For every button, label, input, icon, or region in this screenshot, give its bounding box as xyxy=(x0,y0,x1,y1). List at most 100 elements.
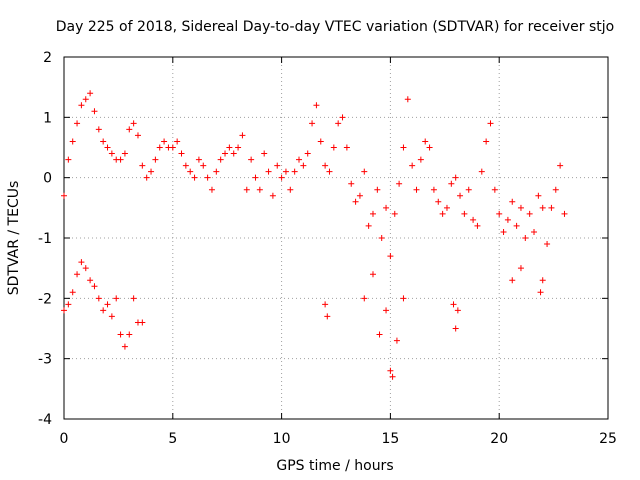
data-point xyxy=(195,156,202,163)
data-point xyxy=(361,295,368,302)
data-point xyxy=(243,186,250,193)
data-point xyxy=(335,120,342,127)
x-tick-labels: 0 5 10 15 20 25 xyxy=(60,431,617,447)
data-point xyxy=(439,210,446,217)
data-point xyxy=(309,120,316,127)
y-axis-label: SDTVAR / TECUs xyxy=(6,181,22,296)
data-point xyxy=(526,210,533,217)
data-point xyxy=(121,150,128,157)
data-point xyxy=(322,162,329,169)
data-point xyxy=(252,174,259,181)
x-tick-label: 15 xyxy=(381,431,399,447)
data-point xyxy=(322,301,329,308)
data-point xyxy=(391,210,398,217)
data-point xyxy=(448,180,455,187)
data-point xyxy=(454,307,461,314)
data-point xyxy=(535,192,542,199)
data-point xyxy=(156,144,163,151)
data-point xyxy=(339,114,346,121)
data-point xyxy=(291,168,298,175)
data-point xyxy=(531,228,538,235)
x-tick-label: 0 xyxy=(60,431,69,447)
data-point xyxy=(378,235,385,241)
data-point xyxy=(230,150,237,157)
data-point xyxy=(222,150,229,157)
data-point xyxy=(324,313,331,320)
data-point xyxy=(100,307,107,314)
data-point xyxy=(130,120,137,127)
data-point xyxy=(300,162,307,169)
data-point xyxy=(561,210,568,217)
data-point xyxy=(182,162,189,169)
data-point xyxy=(348,180,355,187)
data-point xyxy=(426,144,433,151)
data-point xyxy=(139,319,146,326)
data-point xyxy=(235,144,242,151)
data-point xyxy=(65,301,72,308)
data-point xyxy=(287,186,294,193)
data-point xyxy=(208,186,215,193)
data-point xyxy=(383,204,390,211)
data-point xyxy=(61,307,67,314)
data-point xyxy=(396,180,403,187)
data-point xyxy=(496,210,503,217)
data-point xyxy=(343,144,350,151)
data-point xyxy=(443,204,450,211)
data-point xyxy=(69,138,76,145)
data-point xyxy=(248,156,255,163)
data-point xyxy=(82,265,89,272)
data-point xyxy=(517,265,524,272)
y-tick-labels: 2 1 0 -1 -2 -3 -4 xyxy=(38,50,52,428)
data-point xyxy=(256,186,263,193)
data-point xyxy=(400,144,407,151)
data-point xyxy=(117,331,124,338)
data-point xyxy=(217,156,224,163)
data-point xyxy=(313,102,320,109)
data-point xyxy=(269,192,276,199)
data-point xyxy=(465,186,472,193)
data-point xyxy=(74,271,81,278)
data-point xyxy=(326,168,333,175)
x-tick-label: 25 xyxy=(599,431,617,447)
data-point xyxy=(278,174,285,181)
data-point xyxy=(369,210,376,217)
data-point xyxy=(452,325,459,332)
data-point xyxy=(417,156,424,163)
data-point xyxy=(91,108,98,115)
data-point xyxy=(139,162,146,169)
data-point xyxy=(74,120,81,127)
data-point xyxy=(113,295,120,302)
data-point xyxy=(470,216,477,223)
data-point xyxy=(169,144,176,151)
data-point xyxy=(91,283,98,290)
data-point xyxy=(69,289,76,296)
data-point xyxy=(400,295,407,302)
data-point xyxy=(487,120,494,127)
data-point xyxy=(539,277,546,284)
x-tick-label: 5 xyxy=(168,431,177,447)
data-point xyxy=(413,186,420,193)
data-point xyxy=(226,144,233,151)
data-point xyxy=(430,186,437,193)
x-tick-label: 10 xyxy=(273,431,291,447)
data-point xyxy=(478,168,485,175)
data-point xyxy=(213,168,220,175)
y-tick-label: -4 xyxy=(38,412,52,428)
data-point xyxy=(513,222,520,229)
data-point xyxy=(117,156,124,163)
data-point xyxy=(509,277,516,284)
y-tick-label: -1 xyxy=(38,231,52,247)
data-point xyxy=(78,259,85,266)
data-point xyxy=(61,192,67,199)
data-point xyxy=(387,367,394,374)
y-tick-label: -2 xyxy=(38,291,52,307)
data-point xyxy=(104,301,111,308)
data-point xyxy=(65,156,72,163)
y-tick-label: -3 xyxy=(38,352,52,368)
data-point xyxy=(474,222,481,229)
data-point xyxy=(491,186,498,193)
data-point xyxy=(130,295,137,302)
data-point xyxy=(539,204,546,211)
data-point xyxy=(187,168,194,175)
